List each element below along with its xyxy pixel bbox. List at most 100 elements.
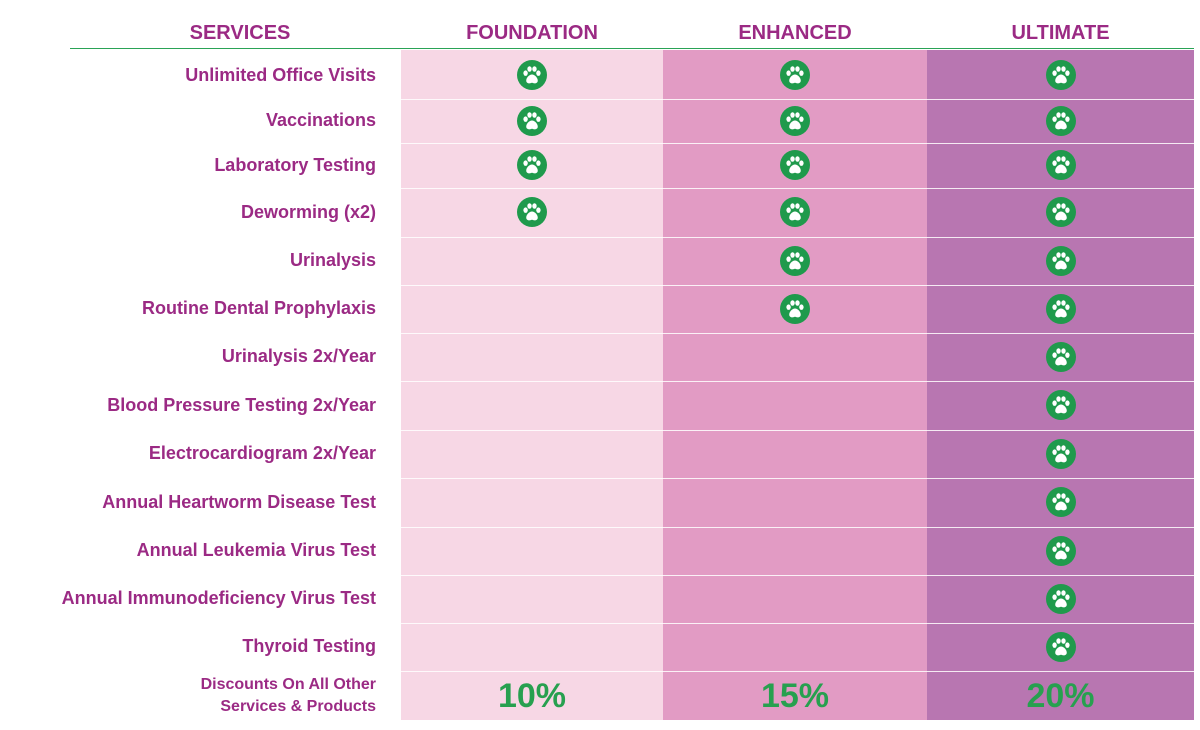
discount-foundation-cell: 10% [401, 672, 663, 720]
enhanced-cell [663, 381, 927, 429]
discount-foundation: 10% [497, 677, 567, 715]
paw-print-icon [1045, 60, 1076, 90]
paw-print-icon [1045, 197, 1076, 227]
row-divider [401, 478, 1194, 479]
enhanced-cell [663, 99, 927, 142]
paw-print-icon [780, 293, 810, 324]
paw-print-icon [517, 60, 547, 90]
enhanced-cell [663, 527, 927, 574]
enhanced-cell [663, 575, 927, 622]
service-label: Laboratory Testing [214, 155, 376, 175]
paw-print-icon [517, 150, 547, 180]
paw-print-icon [780, 197, 810, 227]
paw-print-icon [1045, 341, 1076, 372]
discount-label-line2: Services & Products [220, 698, 376, 715]
enhanced-cell [663, 430, 927, 477]
row-divider [401, 285, 1194, 286]
foundation-cell [401, 623, 663, 670]
service-label: Deworming (x2) [240, 202, 376, 222]
paw-print-icon [1045, 535, 1076, 566]
foundation-cell [401, 285, 663, 332]
foundation-cell [401, 237, 663, 284]
service-label: Unlimited Office Visits [185, 65, 376, 85]
enhanced-cell [663, 623, 927, 670]
discount-ultimate: 20% [1026, 677, 1095, 715]
paw-print-icon [1045, 293, 1076, 324]
enhanced-cell [663, 143, 927, 187]
foundation-cell [401, 381, 663, 429]
paw-print-icon [780, 245, 810, 276]
service-label: Urinalysis 2x/Year [221, 346, 376, 366]
paw-print-icon [1045, 631, 1076, 662]
ultimate-cell [927, 52, 1194, 98]
ultimate-cell [927, 623, 1194, 670]
ultimate-cell [927, 381, 1194, 429]
foundation-cell [401, 575, 663, 622]
service-label: Vaccinations [265, 110, 376, 130]
foundation-cell [401, 99, 663, 142]
enhanced-cell [663, 52, 927, 98]
ultimate-cell [927, 99, 1194, 142]
paw-print-icon [1045, 150, 1076, 180]
ultimate-cell [927, 237, 1194, 284]
enhanced-cell [663, 478, 927, 526]
row-divider [401, 237, 1194, 238]
row-divider [401, 333, 1194, 334]
service-label: Thyroid Testing [242, 636, 376, 656]
row-divider [401, 527, 1194, 528]
header-ultimate: ULTIMATE [1011, 22, 1110, 44]
paw-print-icon [517, 105, 547, 136]
row-divider [401, 575, 1194, 576]
paw-print-icon [1045, 245, 1076, 276]
discount-label-line1: Discounts On All Other [200, 676, 376, 693]
enhanced-cell [663, 285, 927, 332]
ultimate-cell [927, 575, 1194, 622]
row-divider [401, 143, 1194, 144]
header-foundation: FOUNDATION [466, 22, 598, 44]
row-divider [401, 430, 1194, 431]
header-services: SERVICES [189, 22, 291, 44]
header-enhanced: ENHANCED [738, 22, 852, 44]
ultimate-cell [927, 285, 1194, 332]
foundation-cell [401, 52, 663, 98]
paw-print-icon [1045, 390, 1076, 420]
row-divider [401, 623, 1194, 624]
paw-print-icon [1045, 487, 1076, 517]
ultimate-cell [927, 143, 1194, 187]
discount-label: Discounts On All Other Services & Produc… [0, 674, 376, 718]
row-divider [401, 381, 1194, 382]
foundation-cell [401, 478, 663, 526]
discount-enhanced-cell: 15% [663, 672, 927, 720]
foundation-cell [401, 143, 663, 187]
foundation-cell [401, 188, 663, 236]
paw-print-icon [1045, 105, 1076, 136]
service-label: Routine Dental Prophylaxis [141, 298, 376, 318]
discount-ultimate-cell: 20% [927, 672, 1194, 720]
foundation-cell [401, 527, 663, 574]
ultimate-cell [927, 430, 1194, 477]
row-divider [401, 188, 1194, 189]
foundation-cell [401, 333, 663, 380]
discount-enhanced: 15% [760, 677, 830, 715]
service-label: Annual Heartworm Disease Test [102, 492, 376, 512]
ultimate-cell [927, 478, 1194, 526]
paw-print-icon [780, 150, 810, 180]
row-divider [401, 99, 1194, 100]
paw-print-icon [1045, 438, 1076, 469]
service-label: Urinalysis [289, 250, 376, 270]
paw-print-icon [517, 197, 547, 227]
service-label: Electrocardiogram 2x/Year [148, 443, 376, 463]
enhanced-cell [663, 333, 927, 380]
row-divider [401, 671, 1194, 672]
enhanced-cell [663, 188, 927, 236]
ultimate-cell [927, 527, 1194, 574]
ultimate-cell [927, 333, 1194, 380]
paw-print-icon [780, 105, 810, 136]
service-label: Annual Leukemia Virus Test [136, 540, 376, 560]
ultimate-cell [927, 188, 1194, 236]
header-divider [70, 48, 1194, 49]
paw-print-icon [1045, 583, 1076, 614]
service-label: Blood Pressure Testing 2x/Year [107, 395, 376, 415]
foundation-cell [401, 430, 663, 477]
enhanced-cell [663, 237, 927, 284]
